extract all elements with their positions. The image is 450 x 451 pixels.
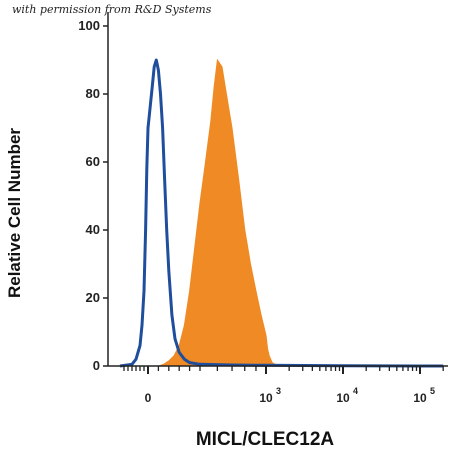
x-tick-exponent: 4 <box>353 386 358 396</box>
x-tick-base: 0 <box>145 391 152 405</box>
x-tick-label: 10 4 <box>336 386 358 405</box>
x-tick-exponent: 3 <box>276 386 281 396</box>
y-tick-label: 0 <box>93 358 100 373</box>
filled-series-layer <box>158 58 444 367</box>
outline-histogram-series <box>119 58 444 368</box>
axis-ticks <box>103 25 444 374</box>
watermark-text: with permission from R&D Systems <box>12 3 212 16</box>
x-tick-label: 10 5 <box>413 386 435 405</box>
line-series-layer <box>119 58 444 368</box>
x-tick-label: 0 <box>145 391 152 405</box>
y-tick-labels: 0 20 40 60 80 100 <box>78 18 100 373</box>
y-tick-label: 100 <box>78 18 100 33</box>
y-tick-label: 20 <box>86 290 100 305</box>
x-tick-label: 10 3 <box>259 386 281 405</box>
y-tick-label: 60 <box>86 154 100 169</box>
x-axis-title: MICL/CLEC12A <box>196 429 335 450</box>
y-axis-title: Relative Cell Number <box>5 128 24 298</box>
x-tick-exponent: 5 <box>430 386 435 396</box>
x-tick-base: 10 <box>336 391 350 405</box>
y-tick-label: 80 <box>86 86 100 101</box>
y-tick-label: 40 <box>86 222 100 237</box>
x-tick-base: 10 <box>413 391 427 405</box>
filled-histogram-series <box>158 58 444 367</box>
x-tick-base: 10 <box>259 391 273 405</box>
x-tick-labels: 0 10 3 10 4 10 5 <box>145 386 435 405</box>
